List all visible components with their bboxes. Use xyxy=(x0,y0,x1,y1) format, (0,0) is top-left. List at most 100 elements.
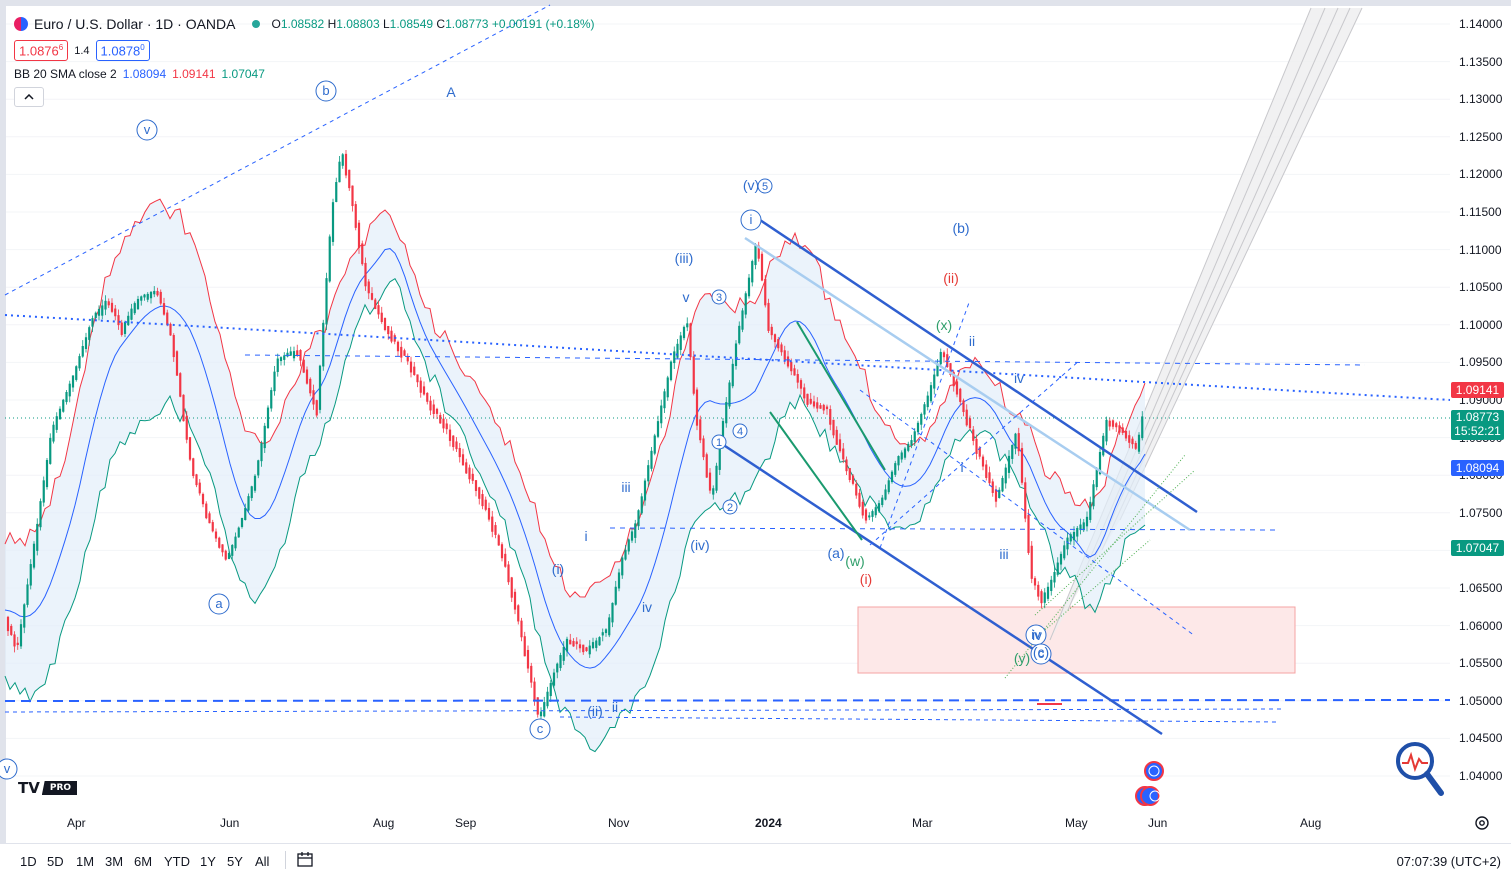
sell-price-button[interactable]: 1.08766 xyxy=(14,40,69,62)
candle xyxy=(1134,440,1137,450)
wave-label[interactable]: (x) xyxy=(936,317,952,333)
buy-price-button[interactable]: 1.08780 xyxy=(95,40,150,62)
bollinger-legend[interactable]: BB 20 SMA close 2 1.08094 1.09141 1.0704… xyxy=(14,67,595,81)
candle xyxy=(39,498,42,531)
candle xyxy=(949,363,952,377)
wave-label[interactable]: v xyxy=(683,289,690,305)
wave-label[interactable]: i xyxy=(584,528,587,544)
candle xyxy=(621,555,624,579)
wave-label[interactable]: i xyxy=(960,459,963,475)
wave-label[interactable]: (c) xyxy=(1033,644,1049,660)
candle xyxy=(530,662,533,688)
range-1y-button[interactable]: 1Y xyxy=(200,854,216,869)
wave-label[interactable]: iv xyxy=(1032,627,1042,643)
wave-label-circled[interactable]: 3 xyxy=(711,289,727,305)
candle xyxy=(325,272,328,331)
range-5y-button[interactable]: 5Y xyxy=(227,854,243,869)
wave-label-circled[interactable]: 1 xyxy=(711,434,727,450)
candle xyxy=(1050,575,1053,596)
wave-label[interactable]: iii xyxy=(999,546,1008,562)
wave-label[interactable]: iv xyxy=(1014,370,1024,386)
wave-label[interactable]: (iii) xyxy=(675,250,694,266)
wave-label-circled[interactable]: i xyxy=(740,209,762,231)
price-chart[interactable]: vbaci12345vivcA(b)(ii)(x)iiiv(v)(iii)vii… xyxy=(0,0,1511,843)
candle xyxy=(487,502,491,522)
wave-label[interactable]: iii xyxy=(621,479,630,495)
range-all-button[interactable]: All xyxy=(255,854,270,869)
candle xyxy=(1043,588,1046,609)
economic-event-icon[interactable] xyxy=(1143,760,1165,782)
candle xyxy=(663,388,666,413)
wave-label-circled[interactable]: 2 xyxy=(722,499,738,515)
wave-label[interactable]: iv xyxy=(642,599,652,615)
wave-label[interactable]: A xyxy=(446,84,456,100)
euro-dollar-flag-icon xyxy=(14,17,28,31)
candle xyxy=(1024,477,1027,523)
candle xyxy=(149,291,153,304)
wave-label[interactable]: (b) xyxy=(952,220,969,236)
candle xyxy=(175,350,179,376)
wave-label-circled[interactable]: c xyxy=(1030,643,1052,665)
wave-label-circled[interactable]: v xyxy=(0,758,18,780)
price-axis-label: 1.04000 xyxy=(1459,769,1503,783)
trendline-drawings[interactable] xyxy=(4,4,1451,736)
collapse-legend-button[interactable] xyxy=(14,87,44,108)
svg-text:i: i xyxy=(750,212,753,227)
time-axis-label: Apr xyxy=(67,816,86,830)
symbol-title[interactable]: Euro / U.S. Dollar · 1D · OANDA xyxy=(34,16,236,32)
wave-label-circled[interactable]: b xyxy=(315,80,337,102)
wave-label[interactable]: ii xyxy=(612,699,618,715)
candle xyxy=(286,348,289,358)
range-5d-button[interactable]: 5D xyxy=(47,854,64,869)
candle xyxy=(829,405,832,431)
candle xyxy=(71,375,75,392)
candle xyxy=(426,392,429,405)
candle xyxy=(1011,444,1014,464)
candle xyxy=(143,293,146,301)
wave-label[interactable]: (ii) xyxy=(587,703,603,719)
wave-label[interactable]: (a) xyxy=(827,545,844,561)
candle xyxy=(1046,582,1050,602)
wave-label[interactable]: (ii) xyxy=(943,270,959,286)
candle xyxy=(435,407,439,420)
go-to-date-calendar-icon[interactable] xyxy=(296,850,314,868)
bb-lower-value: 1.07047 xyxy=(221,67,265,82)
wave-label[interactable]: (w) xyxy=(845,553,864,569)
range-1m-button[interactable]: 1M xyxy=(76,854,95,869)
candle xyxy=(1027,509,1030,555)
candle xyxy=(959,387,962,406)
wave-label-circled[interactable]: 5 xyxy=(757,178,773,194)
wave-label-circled[interactable]: a xyxy=(208,593,230,615)
wave-label[interactable]: (iv) xyxy=(690,537,709,553)
candle xyxy=(101,299,104,320)
range-6m-button[interactable]: 6M xyxy=(134,854,153,869)
range-3m-button[interactable]: 3M xyxy=(105,854,124,869)
candle xyxy=(84,332,88,353)
wave-label[interactable]: ii xyxy=(969,333,975,349)
price-axis-label: 1.04500 xyxy=(1459,731,1503,746)
support-zone-rectangle[interactable] xyxy=(857,606,1296,674)
candle xyxy=(413,361,416,376)
economic-events-group-icon[interactable] xyxy=(1134,785,1168,807)
wave-label-circled[interactable]: 4 xyxy=(732,423,748,439)
candle xyxy=(354,201,357,231)
candle xyxy=(422,381,426,396)
price-axis-label: 1.12000 xyxy=(1459,167,1503,182)
wave-label[interactable]: (y) xyxy=(1014,650,1030,666)
elliott-wave-labels[interactable]: vbaci12345vivcA(b)(ii)(x)iiiv(v)(iii)vii… xyxy=(0,80,1052,780)
wave-label[interactable]: (i) xyxy=(552,561,564,577)
wave-label-circled[interactable]: c xyxy=(529,718,551,740)
price-axis-label: 1.14000 xyxy=(1459,17,1503,31)
svg-text:1: 1 xyxy=(716,437,722,449)
settings-gear-icon[interactable] xyxy=(1474,815,1490,831)
tradingview-logo[interactable]: TV PRO xyxy=(18,779,78,797)
candle xyxy=(13,631,16,653)
candle xyxy=(55,412,58,433)
wave-label-circled[interactable]: v xyxy=(136,119,158,141)
svg-text:iv: iv xyxy=(1031,627,1041,642)
timezone-clock[interactable]: 07:07:39 (UTC+2) xyxy=(1396,854,1501,869)
range-1d-button[interactable]: 1D xyxy=(20,854,37,869)
wave-label[interactable]: (v) xyxy=(743,177,759,193)
range-ytd-button[interactable]: YTD xyxy=(164,854,190,869)
wave-label[interactable]: (i) xyxy=(860,571,872,587)
